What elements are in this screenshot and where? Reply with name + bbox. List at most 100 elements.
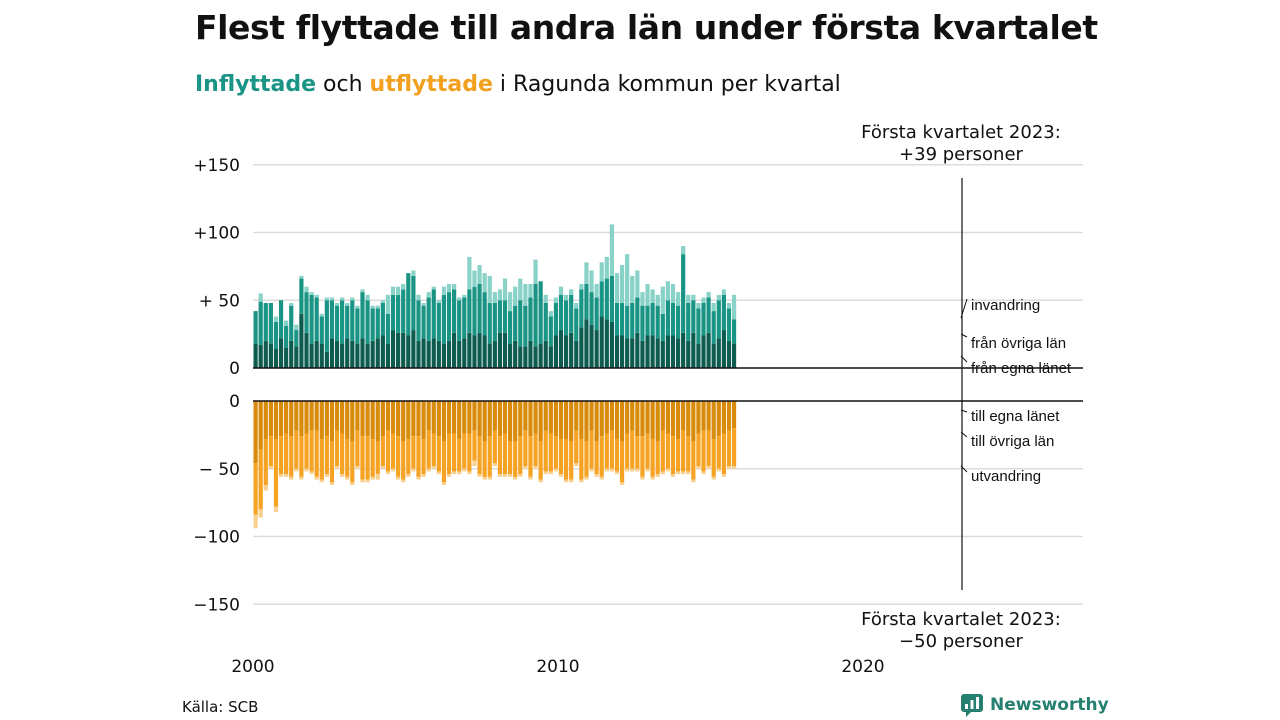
bar-in-invandring: [446, 283, 452, 293]
bar-out-utvandring: [508, 474, 513, 477]
series-label-in: från övriga län: [971, 335, 1066, 352]
bar-in-egna: [406, 335, 411, 368]
bar-in-egna: [599, 316, 604, 368]
bar-in-invandring: [701, 297, 706, 303]
bar-out-egna: [370, 401, 375, 439]
bar-out-utvandring: [625, 468, 630, 472]
bar-in-egna: [569, 332, 574, 368]
bar-out-egna: [691, 401, 696, 442]
bar-out-utvandring: [253, 514, 258, 529]
bar-out-ovriga: [355, 430, 360, 467]
bar-in-egna: [589, 324, 594, 368]
bar-out-egna: [324, 401, 329, 437]
bar-out-ovriga: [579, 438, 584, 480]
bar-out-egna: [614, 401, 620, 439]
bar-out-egna: [630, 401, 635, 431]
bar-in-egna: [609, 321, 614, 368]
bar-out-utvandring: [294, 468, 299, 472]
bar-out-egna: [701, 401, 706, 431]
bar-in-invandring: [370, 305, 375, 309]
bar-out-utvandring: [681, 471, 686, 475]
bar-out-ovriga: [411, 436, 416, 469]
bar-out-egna: [640, 401, 645, 437]
bar-in-egna: [396, 332, 401, 368]
bar-in-ovriga: [574, 308, 579, 341]
bar-in-ovriga: [345, 305, 350, 339]
bar-out-egna: [726, 401, 732, 431]
bar-in-ovriga: [309, 294, 314, 344]
bar-in-egna: [538, 343, 543, 368]
bar-out-utvandring: [635, 468, 640, 472]
bar-out-utvandring: [548, 471, 553, 475]
bar-out-utvandring: [411, 468, 416, 472]
bar-in-egna: [558, 330, 564, 368]
bar-in-egna: [670, 335, 676, 368]
bar-out-egna: [452, 401, 457, 434]
bar-in-ovriga: [396, 294, 401, 333]
bar-out-egna: [472, 401, 477, 431]
bar-in-invandring: [350, 297, 355, 301]
bar-out-ovriga: [477, 436, 482, 475]
bar-in-ovriga: [518, 300, 523, 347]
bar-in-egna: [411, 330, 416, 368]
bar-in-invandring: [416, 294, 421, 301]
bar-out-ovriga: [309, 430, 314, 472]
bar-out-utvandring: [599, 476, 604, 480]
bar-in-egna: [294, 346, 299, 368]
bar-in-ovriga: [487, 302, 492, 344]
bar-in-ovriga: [390, 294, 396, 331]
bar-in-egna: [340, 343, 345, 368]
bar-out-egna: [436, 401, 441, 437]
bar-in-invandring: [380, 300, 385, 303]
bar-in-egna: [731, 343, 737, 368]
bar-in-egna: [528, 340, 533, 368]
bar-in-ovriga: [258, 301, 263, 345]
bar-in-egna: [619, 335, 625, 368]
bar-out-egna: [563, 401, 569, 439]
bar-in-egna: [273, 349, 279, 368]
bar-out-egna: [375, 401, 380, 442]
bar-in-invandring: [477, 265, 482, 284]
bar-in-egna: [543, 340, 548, 368]
bar-out-ovriga: [686, 436, 691, 472]
bar-out-ovriga: [278, 436, 284, 475]
bar-in-egna: [548, 346, 553, 368]
bar-out-ovriga: [619, 441, 625, 483]
bar-out-ovriga: [609, 430, 614, 469]
bar-out-ovriga: [528, 436, 533, 477]
bar-out-ovriga: [385, 430, 391, 472]
bar-in-invandring: [426, 292, 431, 298]
bar-out-ovriga: [625, 433, 630, 469]
bar-out-ovriga: [660, 430, 665, 472]
bar-in-egna: [487, 343, 492, 368]
bar-out-egna: [518, 401, 523, 437]
bar-out-ovriga: [334, 430, 340, 467]
bar-out-ovriga: [513, 441, 518, 477]
bar-in-ovriga: [630, 302, 635, 339]
bar-in-ovriga: [421, 305, 426, 339]
bar-in-invandring: [721, 289, 726, 295]
bar-in-ovriga: [482, 292, 487, 336]
bar-in-ovriga: [660, 313, 665, 341]
bar-in-invandring: [319, 313, 324, 317]
bar-in-ovriga: [294, 330, 299, 347]
chart-title: Flest flyttade till andra län under förs…: [195, 8, 1098, 47]
bar-in-invandring: [492, 292, 497, 303]
series-label-out: utvandring: [971, 468, 1041, 485]
bar-in-invandring: [599, 262, 604, 282]
bar-out-ovriga: [665, 433, 670, 469]
bar-out-ovriga: [431, 433, 436, 467]
bar-out-egna: [273, 401, 279, 439]
bar-out-utvandring: [518, 474, 523, 477]
bar-in-invandring: [482, 273, 487, 293]
bar-out-egna: [278, 401, 284, 437]
bar-in-ovriga: [431, 289, 436, 339]
bar-out-utvandring: [299, 476, 304, 480]
bar-in-invandring: [294, 324, 299, 331]
bar-out-egna: [401, 401, 406, 442]
y-tick-label: −150: [193, 595, 240, 615]
bar-in-egna: [579, 327, 584, 368]
label-leader: [960, 465, 968, 473]
label-leader: [960, 431, 968, 438]
bar-out-egna: [594, 401, 599, 442]
